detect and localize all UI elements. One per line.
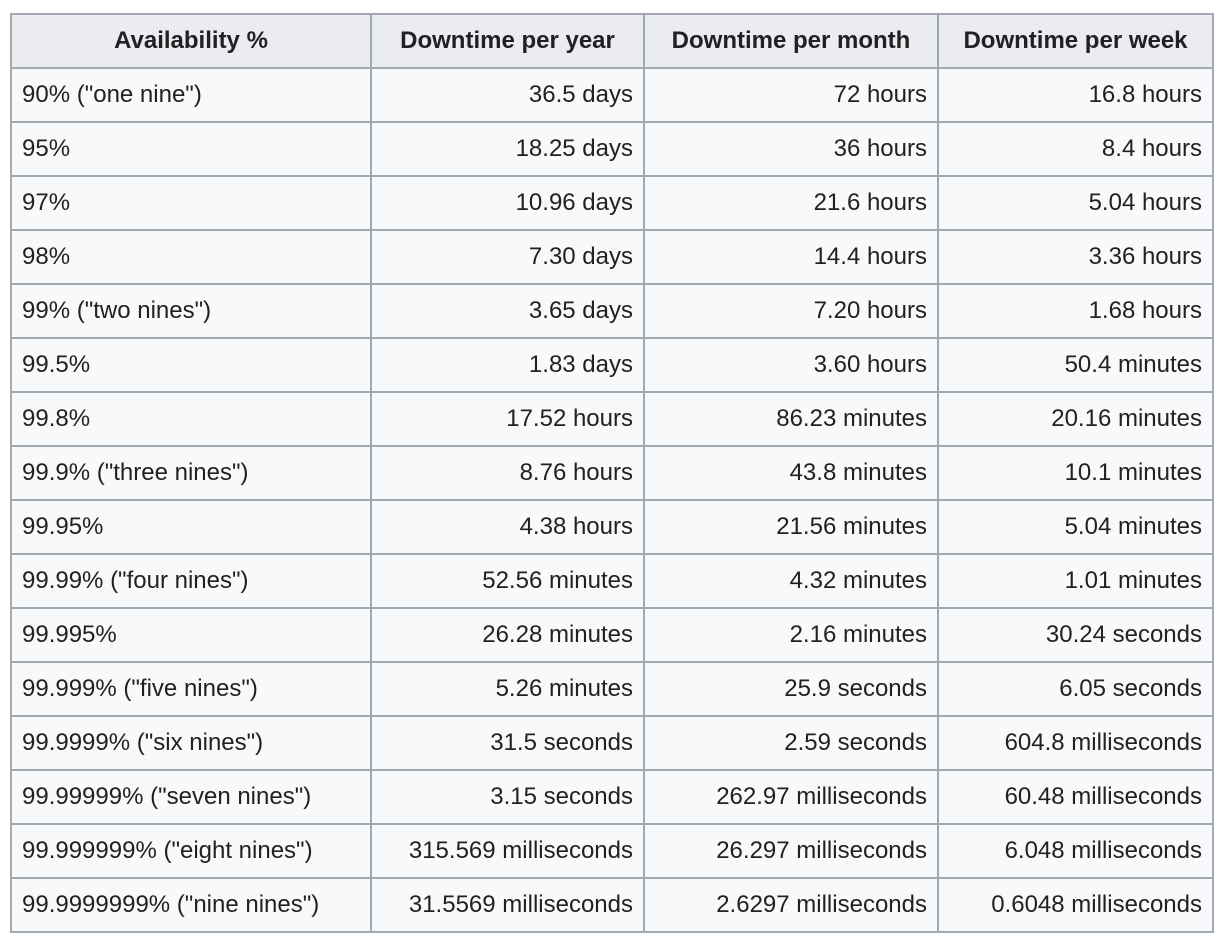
header-row: Availability % Downtime per year Downtim… <box>10 13 1214 69</box>
table-row: 98% 7.30 days 14.4 hours 3.36 hours <box>10 229 1214 285</box>
availability-cell: 99.999% ("five nines") <box>10 661 372 717</box>
table-row: 99.99999% ("seven nines") 3.15 seconds 262… <box>10 769 1214 825</box>
table-row: 99.9999% ("six nines") 31.5 seconds 2.59 s… <box>10 715 1214 771</box>
table-row: 90% ("one nine") 36.5 days 72 hours 16.8 ho… <box>10 67 1214 123</box>
downtime-per-year-cell: 52.56 minutes <box>370 553 645 609</box>
table-row: 99.995% 26.28 minutes 2.16 minutes 30.24 se… <box>10 607 1214 663</box>
table-row: 99.99% ("four nines") 52.56 minutes 4.32 m… <box>10 553 1214 609</box>
availability-cell: 99.99% ("four nines") <box>10 553 372 609</box>
downtime-per-week-cell: 60.48 milliseconds <box>937 769 1214 825</box>
downtime-per-week-cell: 3.36 hours <box>937 229 1214 285</box>
downtime-per-month-cell: 43.8 minutes <box>643 445 939 501</box>
downtime-per-month-cell: 7.20 hours <box>643 283 939 339</box>
availability-cell: 97% <box>10 175 372 231</box>
downtime-per-week-cell: 5.04 hours <box>937 175 1214 231</box>
availability-cell: 99.8% <box>10 391 372 447</box>
downtime-per-week-cell: 604.8 milliseconds <box>937 715 1214 771</box>
downtime-per-year-cell: 31.5569 milliseconds <box>370 877 645 933</box>
downtime-per-week-cell: 50.4 minutes <box>937 337 1214 393</box>
downtime-per-year-cell: 36.5 days <box>370 67 645 123</box>
table-body: 90% ("one nine") 36.5 days 72 hours 16.8 ho… <box>10 67 1214 933</box>
downtime-per-month-cell: 262.97 milliseconds <box>643 769 939 825</box>
availability-cell: 99.9999% ("six nines") <box>10 715 372 771</box>
downtime-per-year-cell: 26.28 minutes <box>370 607 645 663</box>
availability-cell: 99.5% <box>10 337 372 393</box>
availability-cell: 99.999999% ("eight nines") <box>10 823 372 879</box>
table-row: 99.5% 1.83 days 3.60 hours 50.4 minutes <box>10 337 1214 393</box>
downtime-per-month-cell: 21.56 minutes <box>643 499 939 555</box>
table-row: 99.999% ("five nines") 5.26 minutes 25.9 s… <box>10 661 1214 717</box>
downtime-per-month-cell: 14.4 hours <box>643 229 939 285</box>
availability-cell: 90% ("one nine") <box>10 67 372 123</box>
downtime-per-week-cell: 10.1 minutes <box>937 445 1214 501</box>
downtime-per-year-cell: 3.65 days <box>370 283 645 339</box>
downtime-per-year-cell: 315.569 milliseconds <box>370 823 645 879</box>
downtime-per-month-cell: 4.32 minutes <box>643 553 939 609</box>
downtime-per-year-cell: 5.26 minutes <box>370 661 645 717</box>
downtime-per-month-cell: 3.60 hours <box>643 337 939 393</box>
downtime-per-week-cell: 6.05 seconds <box>937 661 1214 717</box>
downtime-per-week-cell: 0.6048 milliseconds <box>937 877 1214 933</box>
availability-cell: 99.99999% ("seven nines") <box>10 769 372 825</box>
table-row: 99.8% 17.52 hours 86.23 minutes 20.16 minut… <box>10 391 1214 447</box>
downtime-per-month-cell: 2.16 minutes <box>643 607 939 663</box>
downtime-per-year-cell: 17.52 hours <box>370 391 645 447</box>
downtime-per-year-cell: 31.5 seconds <box>370 715 645 771</box>
downtime-per-week-cell: 20.16 minutes <box>937 391 1214 447</box>
downtime-per-month-cell: 2.59 seconds <box>643 715 939 771</box>
downtime-per-week-cell: 1.01 minutes <box>937 553 1214 609</box>
table-row: 99.95% 4.38 hours 21.56 minutes 5.04 minute… <box>10 499 1214 555</box>
downtime-per-year-cell: 4.38 hours <box>370 499 645 555</box>
downtime-per-month-cell: 36 hours <box>643 121 939 177</box>
table-row: 99% ("two nines") 3.65 days 7.20 hours 1.68… <box>10 283 1214 339</box>
downtime-per-month-cell: 26.297 milliseconds <box>643 823 939 879</box>
downtime-per-week-cell: 1.68 hours <box>937 283 1214 339</box>
column-header-downtime-per-year: Downtime per year <box>370 13 645 69</box>
column-header-downtime-per-month: Downtime per month <box>643 13 939 69</box>
downtime-per-week-cell: 16.8 hours <box>937 67 1214 123</box>
table-row: 97% 10.96 days 21.6 hours 5.04 hours <box>10 175 1214 231</box>
downtime-per-month-cell: 2.6297 milliseconds <box>643 877 939 933</box>
downtime-per-month-cell: 25.9 seconds <box>643 661 939 717</box>
downtime-per-year-cell: 8.76 hours <box>370 445 645 501</box>
downtime-per-year-cell: 10.96 days <box>370 175 645 231</box>
downtime-per-week-cell: 6.048 milliseconds <box>937 823 1214 879</box>
table-row: 99.9% ("three nines") 8.76 hours 43.8 minu… <box>10 445 1214 501</box>
downtime-per-year-cell: 3.15 seconds <box>370 769 645 825</box>
downtime-per-year-cell: 1.83 days <box>370 337 645 393</box>
availability-cell: 98% <box>10 229 372 285</box>
availability-cell: 99.9% ("three nines") <box>10 445 372 501</box>
table-row: 99.999999% ("eight nines") 315.569 millis… <box>10 823 1214 879</box>
availability-cell: 95% <box>10 121 372 177</box>
downtime-per-year-cell: 7.30 days <box>370 229 645 285</box>
downtime-per-month-cell: 86.23 minutes <box>643 391 939 447</box>
table-header: Availability % Downtime per year Downtim… <box>10 13 1214 69</box>
table-row: 99.9999999% ("nine nines") 31.5569 millis… <box>10 877 1214 933</box>
availability-cell: 99.995% <box>10 607 372 663</box>
availability-cell: 99.95% <box>10 499 372 555</box>
downtime-per-week-cell: 5.04 minutes <box>937 499 1214 555</box>
availability-cell: 99.9999999% ("nine nines") <box>10 877 372 933</box>
downtime-per-week-cell: 30.24 seconds <box>937 607 1214 663</box>
downtime-per-month-cell: 21.6 hours <box>643 175 939 231</box>
downtime-per-week-cell: 8.4 hours <box>937 121 1214 177</box>
availability-downtime-table: Availability % Downtime per year Downtim… <box>10 13 1214 933</box>
availability-cell: 99% ("two nines") <box>10 283 372 339</box>
downtime-per-year-cell: 18.25 days <box>370 121 645 177</box>
column-header-downtime-per-week: Downtime per week <box>937 13 1214 69</box>
table-row: 95% 18.25 days 36 hours 8.4 hours <box>10 121 1214 177</box>
downtime-per-month-cell: 72 hours <box>643 67 939 123</box>
column-header-availability: Availability % <box>10 13 372 69</box>
